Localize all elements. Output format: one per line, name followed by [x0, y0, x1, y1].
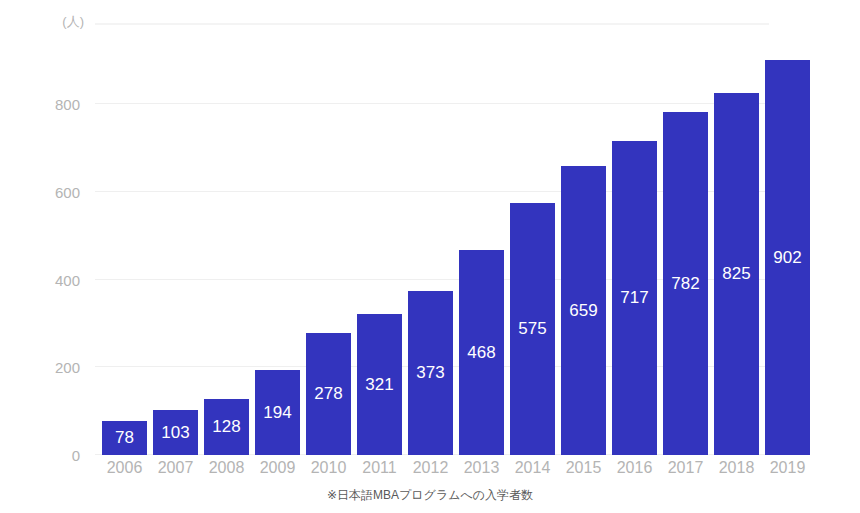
x-axis-tick-label: 2015 [561, 459, 606, 477]
x-axis-tick-label: 2014 [510, 459, 555, 477]
bar-value-label: 825 [722, 264, 750, 284]
x-axis-tick-label: 2012 [408, 459, 453, 477]
bar-2010: 278 [306, 333, 351, 455]
bar-value-label: 78 [115, 428, 134, 448]
bar-2014: 575 [510, 203, 555, 455]
bar-value-label: 194 [263, 403, 291, 423]
x-axis-tick-label: 2011 [357, 459, 402, 477]
bar-2016: 717 [612, 141, 657, 455]
x-axis-tick-labels: 2006 2007 2008 2009 2010 2011 2012 2013 2014 2015… [95, 459, 810, 477]
bar-value-label: 278 [314, 384, 342, 404]
x-axis-tick-label: 2007 [153, 459, 198, 477]
bar-value-label: 659 [569, 301, 597, 321]
bar-value-label: 468 [467, 343, 495, 363]
x-axis-tick-label: 2016 [612, 459, 657, 477]
bar-value-label: 128 [212, 417, 240, 437]
enrollment-bar-chart: (人) 0 200 400 600 800 78 103 128 194 278 321 373 46… [0, 0, 860, 513]
x-axis-tick-label: 2019 [765, 459, 810, 477]
bar-2017: 782 [663, 112, 708, 455]
x-axis-tick-label: 2013 [459, 459, 504, 477]
bar-value-label: 373 [416, 363, 444, 383]
x-axis-tick-label: 2006 [102, 459, 147, 477]
bar-2019: 902 [765, 60, 810, 455]
bar-value-label: 782 [671, 274, 699, 294]
bar-value-label: 103 [161, 423, 189, 443]
y-axis-tick-label: 200 [20, 359, 80, 376]
y-axis-tick-label: 800 [20, 96, 80, 113]
y-axis-tick-label: 0 [20, 447, 80, 464]
bar-2006: 78 [102, 421, 147, 455]
bar-value-label: 575 [518, 319, 546, 339]
bar-2007: 103 [153, 410, 198, 455]
y-axis-tick-label: 600 [20, 183, 80, 200]
x-axis-tick-label: 2009 [255, 459, 300, 477]
bar-2008: 128 [204, 399, 249, 455]
y-axis-unit-label: (人) [30, 13, 84, 31]
x-axis-tick-label: 2010 [306, 459, 351, 477]
x-axis-tick-label: 2018 [714, 459, 759, 477]
bar-value-label: 902 [773, 248, 801, 268]
bar-2013: 468 [459, 250, 504, 455]
bar-2011: 321 [357, 314, 402, 455]
bar-2015: 659 [561, 166, 606, 455]
x-axis-tick-label: 2017 [663, 459, 708, 477]
bar-value-label: 321 [365, 375, 393, 395]
y-axis-tick-label: 400 [20, 271, 80, 288]
bar-2012: 373 [408, 291, 453, 455]
bar-2009: 194 [255, 370, 300, 455]
chart-caption: ※日本語MBAプログラムへの入学者数 [0, 487, 860, 504]
x-axis-tick-label: 2008 [204, 459, 249, 477]
bar-value-label: 717 [620, 288, 648, 308]
plot-area: 78 103 128 194 278 321 373 468 575 659 717 782 825 90… [95, 24, 810, 455]
bar-2018: 825 [714, 93, 759, 455]
